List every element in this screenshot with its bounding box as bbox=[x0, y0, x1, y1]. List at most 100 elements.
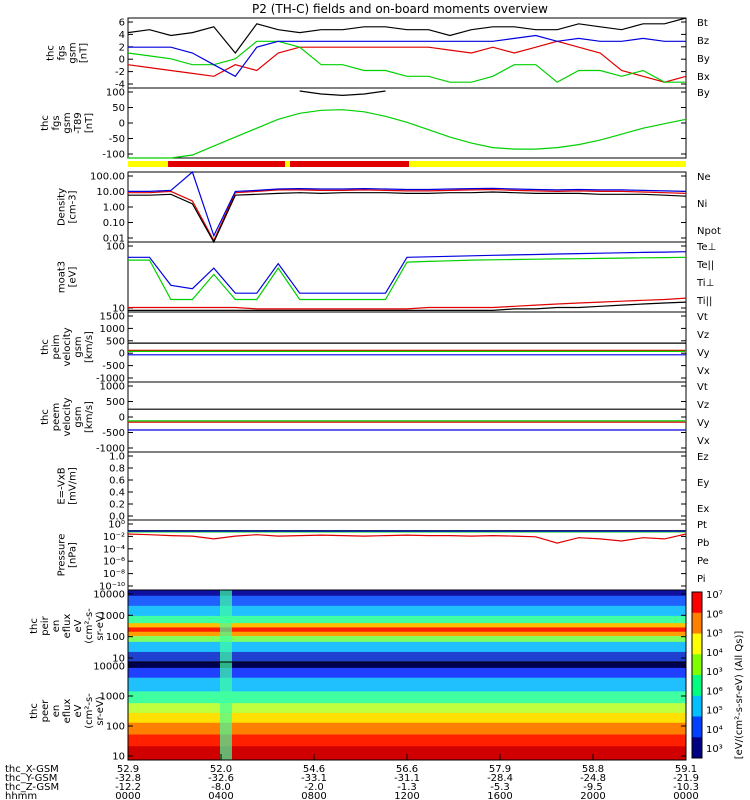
legend-entry: Vz bbox=[697, 400, 709, 411]
panel-e_vxb: E=-VxB [mV/m] 1.00.80.60.40.20.0 Ez Ey Ex bbox=[57, 451, 709, 523]
panel-frame bbox=[127, 17, 687, 89]
spectrogram-feature bbox=[220, 590, 232, 662]
spectrogram-band bbox=[128, 590, 686, 597]
spectrogram-band bbox=[128, 712, 686, 724]
panel-peem_velocity: thc peem velocity gsm [km/s] 1000 500 0 -500 -100… bbox=[40, 381, 710, 455]
spectrogram-band bbox=[128, 627, 686, 633]
y-tick-label: 0 bbox=[119, 119, 125, 130]
ylabel-line: thc bbox=[46, 45, 57, 61]
series-line-Bx bbox=[128, 34, 686, 78]
colorbar-label: [eV/(cm²-s-sr-eV) (All Qs)] bbox=[734, 631, 745, 760]
y-tick-label: -4 bbox=[115, 80, 125, 91]
legend-entry: Pi bbox=[697, 574, 706, 585]
ylabel-line: [eV] bbox=[68, 267, 79, 288]
spectrogram-feature bbox=[220, 662, 232, 760]
x-tick-label: -2.0 bbox=[304, 782, 324, 793]
ylabel-line: Pressure bbox=[57, 534, 68, 577]
legend-entry: Vx bbox=[697, 436, 710, 447]
x-tick-label: -32.8 bbox=[115, 773, 141, 784]
legend-entry: Bz bbox=[697, 36, 709, 47]
spectrogram-band bbox=[128, 651, 686, 663]
y-tick-label: 0.8 bbox=[109, 464, 125, 475]
panel-peir_spectrogram: thc peir en eflux eV (cm²-s-sr-eV) 10000 1000 10… bbox=[29, 589, 687, 665]
panel-frame bbox=[127, 311, 687, 383]
ylabel-line: peem bbox=[51, 403, 62, 431]
ylabel-line: fgs bbox=[57, 45, 68, 60]
x-tick-label: -8.0 bbox=[211, 782, 231, 793]
y-tick-label: 0.4 bbox=[109, 488, 125, 499]
x-tick-label: 0000 bbox=[115, 791, 140, 800]
series-line-Bt bbox=[127, 17, 687, 54]
x-tick-label: -10.3 bbox=[673, 782, 699, 793]
legend-entry: Vt bbox=[697, 382, 708, 393]
y-tick-label: 10000 bbox=[93, 590, 125, 601]
colorbar-tick: 10⁴ bbox=[706, 725, 723, 736]
colorbar-tick: 10⁵ bbox=[706, 629, 723, 640]
y-tick-label: 10⁻⁶ bbox=[103, 557, 125, 568]
series-line-Bz bbox=[127, 40, 687, 83]
ylabel-line: peir bbox=[40, 615, 51, 635]
ylabel-line: peim bbox=[51, 334, 62, 359]
legend-entry: Bx bbox=[697, 72, 710, 83]
x-tick-label: 56.6 bbox=[396, 764, 418, 775]
series-line-By bbox=[127, 40, 686, 83]
series-line-Te⊥ bbox=[128, 297, 687, 310]
y-tick-label: 50 bbox=[112, 103, 125, 114]
legend-entry: Vy bbox=[697, 348, 710, 359]
legend-entry: Vz bbox=[697, 330, 709, 341]
panel-moat3: moat3 [eV] 100 10 Te⊥ Te|| Ti⊥ Ti|| bbox=[57, 241, 716, 315]
panel-density: Density [cm-3] 100.00 10.00 1.00 0.10 0.01 Ne Ni… bbox=[57, 170, 721, 245]
ylabel-line: [nPa] bbox=[68, 542, 79, 568]
legend-entry: Pb bbox=[697, 538, 709, 549]
spectrogram-band bbox=[128, 734, 686, 747]
x-tick-label: -12.2 bbox=[115, 782, 141, 793]
ylabel-line: peer bbox=[40, 699, 51, 723]
ylabel-line: Density bbox=[57, 188, 68, 226]
ylabel-line: eV bbox=[73, 619, 84, 632]
y-tick-label: 10000 bbox=[93, 662, 125, 673]
ylabel-line: moat3 bbox=[57, 261, 68, 293]
ylabel-line: gsm bbox=[73, 336, 84, 357]
colorbar-segment bbox=[692, 695, 702, 717]
y-tick-label: 100 bbox=[106, 242, 125, 253]
colorbar-frame bbox=[691, 591, 703, 759]
series-line-By bbox=[128, 109, 687, 159]
spectrogram-band bbox=[128, 703, 686, 714]
orbit-region-bar bbox=[128, 161, 686, 167]
x-tick-label: -33.1 bbox=[301, 773, 327, 784]
ylabel-line: E=-VxB bbox=[57, 467, 68, 504]
colorbar-segment bbox=[692, 654, 702, 676]
x-tick-label: -32.6 bbox=[208, 773, 234, 784]
spectrogram-band bbox=[128, 605, 686, 617]
series-line-Pb bbox=[127, 533, 687, 544]
y-tick-label: -500 bbox=[102, 361, 125, 372]
ylabel-line: (cm²-s- bbox=[84, 608, 95, 644]
y-tick-label: 10⁻⁴ bbox=[103, 544, 125, 555]
x-tick-label: 0400 bbox=[208, 791, 233, 800]
y-tick-label: 10.00 bbox=[96, 187, 125, 198]
x-tick-label: -1.3 bbox=[397, 782, 417, 793]
spectrogram-band bbox=[128, 677, 686, 692]
y-tick-label: 1000 bbox=[100, 611, 125, 622]
y-tick-label: 100 bbox=[106, 722, 125, 733]
y-tick-label: -500 bbox=[102, 428, 125, 439]
colorbar: 10⁷ 10⁶ 10⁵ 10⁴ 10³ 10⁶ 10⁵ 10⁴ 10³ [eV/(cm²-s-sr… bbox=[691, 590, 745, 760]
y-tick-label: 0.6 bbox=[109, 476, 125, 487]
y-tick-label: 1000 bbox=[100, 324, 125, 335]
y-tick-label: 0 bbox=[119, 55, 125, 66]
panel-fgs_gsm_t89: thc fgs gsm -T89 [nT] 100 50 0 -50 -100 By bbox=[40, 87, 710, 161]
y-tick-label: 1.0 bbox=[109, 452, 125, 463]
legend-entry: Vx bbox=[697, 366, 710, 377]
y-tick-label: 10 bbox=[112, 654, 125, 665]
series-line-Npot bbox=[128, 170, 687, 238]
ylabel-line: sr-eV) bbox=[95, 696, 106, 725]
x-tick-label: 57.9 bbox=[489, 764, 511, 775]
colorbar-segment bbox=[692, 592, 702, 614]
legend-entry: Ti|| bbox=[696, 296, 712, 307]
ylabel-line: velocity bbox=[62, 397, 73, 436]
x-tick-label: 1200 bbox=[394, 791, 419, 800]
panel-frame bbox=[127, 381, 687, 453]
spectrogram-band bbox=[128, 615, 686, 624]
x-axis-labels: thc_X-GSMthc_Y-GSMthc_Z-GSMhhmm202452.9-… bbox=[5, 754, 699, 800]
